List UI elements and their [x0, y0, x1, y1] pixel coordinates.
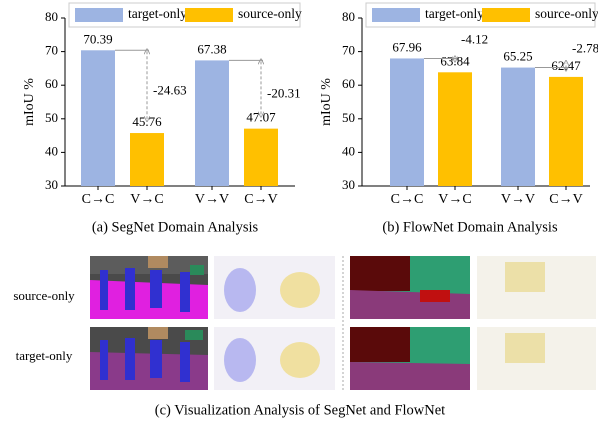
x-tick-label: V→V	[195, 192, 229, 207]
legend-label: source-only	[238, 6, 302, 21]
bar	[81, 50, 115, 186]
x-tick-label: C→C	[391, 192, 424, 207]
value-label: 63.84	[440, 53, 470, 68]
drop-label: -4.12	[461, 31, 488, 46]
y-tick-label: 70	[45, 43, 58, 58]
legend-label: source-only	[535, 6, 598, 21]
x-tick-label: V→C	[130, 192, 163, 207]
x-tick-label: C→V	[549, 192, 582, 207]
row-label: target-only	[16, 348, 73, 363]
value-label: 70.39	[83, 31, 112, 46]
bar	[438, 72, 472, 186]
images	[90, 256, 596, 392]
legend-label: target-only	[425, 6, 484, 21]
y-tick-label: 80	[342, 9, 355, 24]
bar	[244, 129, 278, 186]
value-label: 65.25	[503, 49, 532, 64]
bar	[195, 60, 229, 186]
y-tick-label: 60	[45, 76, 58, 91]
legend-swatch	[185, 8, 233, 22]
bar	[130, 133, 164, 186]
x-tick-label: C→V	[244, 192, 277, 207]
y-tick-label: 60	[342, 76, 355, 91]
y-tick-label: 70	[342, 43, 355, 58]
legend-swatch	[482, 8, 530, 22]
y-tick-label: 50	[342, 110, 355, 125]
value-label: 67.38	[197, 41, 226, 56]
row-label: source-only	[13, 288, 75, 303]
figure: source-only target-only (c) Visualizatio…	[0, 0, 598, 433]
value-label: 45.76	[132, 114, 162, 129]
x-tick-label: V→C	[438, 192, 471, 207]
bar	[549, 77, 583, 186]
drop-label: -2.78	[572, 41, 598, 56]
bar	[390, 58, 424, 186]
x-tick-label: C→C	[82, 192, 115, 207]
value-label: 62.47	[551, 58, 581, 73]
x-tick-label: V→V	[501, 192, 535, 207]
y-tick-label: 30	[342, 177, 355, 192]
drop-label: -24.63	[153, 83, 187, 98]
y-tick-label: 80	[45, 9, 58, 24]
value-label: 67.96	[392, 39, 422, 54]
caption: (b) FlowNet Domain Analysis	[382, 219, 558, 235]
caption: (a) SegNet Domain Analysis	[92, 219, 259, 235]
legend-label: target-only	[128, 6, 187, 21]
y-axis-label: mIoU %	[319, 78, 334, 126]
y-axis-label: mIoU %	[22, 78, 37, 126]
y-tick-label: 40	[45, 143, 58, 158]
y-tick-label: 30	[45, 177, 58, 192]
bar	[501, 68, 535, 186]
y-tick-label: 40	[342, 143, 355, 158]
legend-swatch	[372, 8, 420, 22]
y-tick-label: 50	[45, 110, 58, 125]
legend-swatch	[75, 8, 123, 22]
drop-label: -20.31	[267, 86, 301, 101]
caption: (c) Visualization Analysis of SegNet and…	[155, 402, 445, 418]
